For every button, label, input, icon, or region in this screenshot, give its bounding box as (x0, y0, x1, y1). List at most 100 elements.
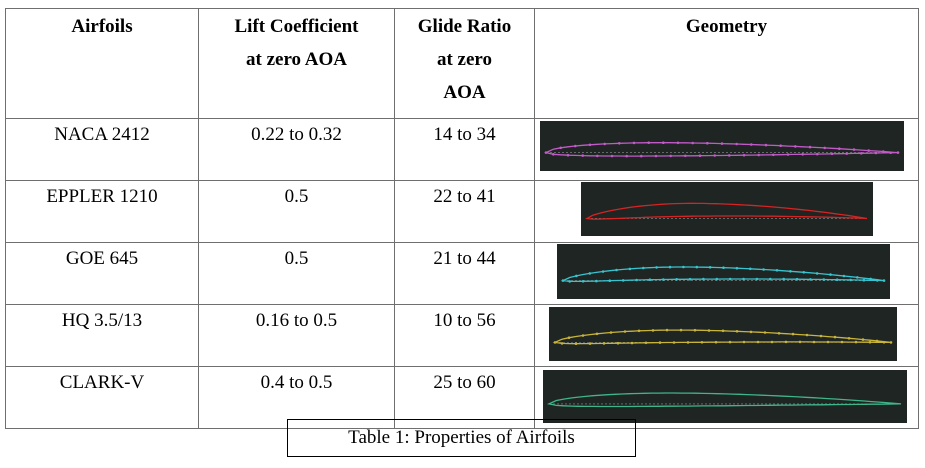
airfoil-name-cell: NACA 2412 (5, 118, 199, 181)
outline-point (779, 144, 782, 147)
outline-point (882, 150, 885, 153)
outline-point (715, 277, 719, 281)
header-lift-line-2: at zero AOA (246, 49, 347, 70)
outline-point (876, 279, 879, 282)
outline-point (777, 332, 781, 335)
outline-point (588, 143, 592, 147)
header-airfoils-line: Airfoils (71, 16, 133, 37)
outline-point (795, 277, 799, 281)
header-glide-ratio: Glide Ratio at zero AOA (394, 8, 535, 119)
outline-point (816, 152, 819, 156)
outline-point (735, 266, 739, 270)
outline-point (728, 340, 732, 344)
outline-point (608, 279, 612, 282)
lift-coefficient-cell: 0.22 to 0.32 (198, 118, 395, 181)
outline-point (601, 270, 605, 273)
outline-point (823, 146, 826, 150)
airfoil-outline (546, 392, 902, 408)
outline-point (603, 142, 606, 146)
outline-point (862, 278, 866, 282)
outline-point (755, 277, 759, 281)
header-airfoils: Airfoils (5, 8, 199, 119)
outline-point (842, 274, 846, 278)
outline-point (840, 340, 844, 344)
glide-ratio-cell: 21 to 44 (394, 242, 535, 305)
goe-645-profile-icon (557, 244, 890, 299)
outline-point (849, 278, 852, 282)
outline-point (830, 152, 834, 156)
outline-point (609, 331, 613, 334)
outline-point (750, 143, 753, 146)
hq-3.5-13-profile-icon (549, 307, 897, 361)
outline-point (845, 152, 848, 155)
glide-ratio-cell: 22 to 41 (394, 180, 535, 243)
outline-point (702, 277, 705, 281)
outline-point (658, 341, 662, 344)
outline-point (574, 144, 577, 148)
outline-point (822, 278, 826, 281)
outline-point (635, 278, 638, 282)
outline-point (794, 145, 797, 148)
outline-point (854, 340, 858, 344)
outline-point (644, 341, 648, 345)
header-geometry: Geometry (534, 8, 919, 119)
table-row: NACA 2412 0.22 to 0.32 14 to 34 (5, 118, 919, 181)
table-row: CLARK-V 0.4 to 0.5 25 to 60 (5, 366, 919, 429)
outline-point (762, 268, 765, 271)
outline-point (588, 342, 592, 345)
outline-point (662, 278, 665, 281)
outline-point (693, 328, 697, 332)
outline-point (835, 278, 839, 281)
outline-point (770, 340, 774, 344)
outline-point (735, 330, 739, 333)
table-row: EPPLER 1210 0.5 22 to 41 (5, 180, 919, 243)
outline-point (691, 141, 694, 145)
outline-point (595, 279, 598, 283)
outline-point (679, 328, 683, 332)
outline-point (618, 142, 621, 145)
outline-point (757, 153, 760, 157)
outline-point (801, 153, 804, 156)
outline-point (882, 279, 886, 282)
outline-point (552, 153, 555, 156)
outline-point (742, 153, 746, 157)
outline-point (852, 148, 856, 151)
outline-point (829, 273, 832, 276)
outline-point (721, 329, 725, 333)
airfoil-name-cell: HQ 3.5/13 (5, 304, 199, 367)
outline-point (672, 341, 676, 344)
outline-point (655, 266, 658, 269)
outline-point (662, 141, 665, 144)
outline-point (812, 340, 816, 344)
outline-point (637, 329, 641, 333)
geometry-cell (534, 242, 919, 305)
outline-point (675, 278, 678, 281)
outline-point (567, 336, 571, 339)
outline-point (684, 154, 687, 158)
outline-point (815, 272, 819, 275)
airfoil-name-cell: CLARK-V (5, 366, 199, 429)
outline-point (707, 329, 711, 332)
outline-point (706, 141, 709, 145)
outline-point (676, 141, 680, 145)
outline-point (596, 154, 599, 158)
outline-point (560, 342, 564, 345)
outline-point (628, 267, 632, 271)
outline-point (714, 340, 718, 344)
header-glide-line-2: at zero (436, 49, 493, 70)
glide-ratio-cell: 10 to 56 (394, 304, 535, 367)
outline-point (833, 335, 837, 339)
header-lift-coefficient: Lift Coefficient at zero AOA (198, 8, 395, 119)
airfoil-outline (560, 266, 885, 283)
outline-point (867, 149, 870, 152)
outline-point (581, 154, 584, 157)
outline-point (640, 154, 643, 158)
outline-point (769, 277, 772, 281)
outline-point (688, 277, 692, 281)
lift-coefficient-cell: 0.5 (198, 242, 395, 305)
outline-point (728, 154, 731, 157)
outline-point (553, 341, 557, 344)
outline-point (802, 271, 806, 274)
outline-point (889, 151, 892, 154)
outline-point (869, 277, 872, 281)
